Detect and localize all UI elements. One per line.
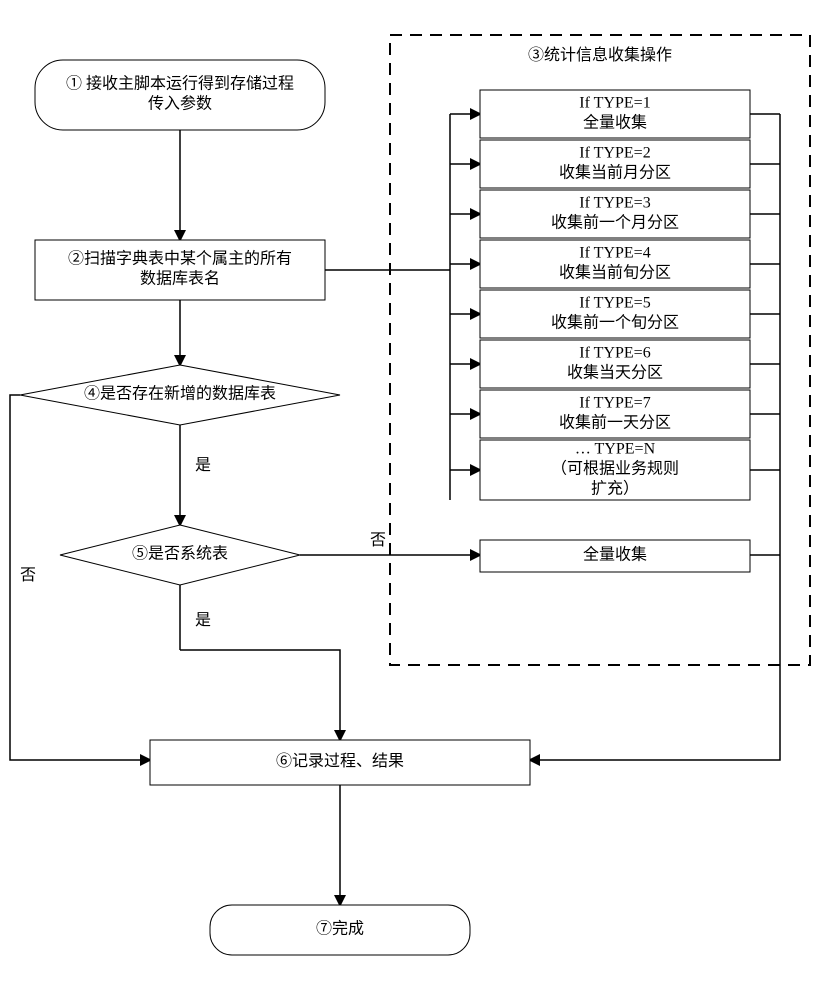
svg-text:收集前一个月分区: 收集前一个月分区 (551, 214, 679, 232)
node-type1: If TYPE=1 全量收集 (480, 90, 750, 138)
flowchart-canvas: ③统计信息收集操作是是否否① 接收主脚本运行得到存储过程传入参数②扫描字典表中某… (0, 0, 821, 1000)
svg-text:⑦完成: ⑦完成 (316, 920, 364, 938)
node-n6: ⑥记录过程、结果 (150, 740, 530, 785)
svg-text:… TYPE=N: … TYPE=N (575, 441, 656, 458)
svg-text:扩充）: 扩充） (591, 480, 639, 498)
svg-text:收集前一天分区: 收集前一天分区 (559, 414, 671, 432)
group-title: ③统计信息收集操作 (528, 46, 672, 64)
edge-label-e_n4_no: 否 (20, 567, 36, 584)
node-typeN: … TYPE=N （可根据业务规则扩充） (480, 440, 750, 500)
svg-text:传入参数: 传入参数 (148, 95, 212, 113)
node-type3: If TYPE=3 收集前一个月分区 (480, 190, 750, 238)
svg-text:If TYPE=6: If TYPE=6 (579, 345, 650, 362)
svg-text:数据库表名: 数据库表名 (140, 270, 220, 288)
node-type6: If TYPE=6 收集当天分区 (480, 340, 750, 388)
svg-text:②扫描字典表中某个属主的所有: ②扫描字典表中某个属主的所有 (68, 250, 292, 268)
svg-text:全量收集: 全量收集 (583, 546, 647, 564)
edge-e_n5_n6b (180, 650, 340, 740)
edge-e_bus_to_n6 (530, 630, 780, 760)
node-n5: ⑤是否系统表 (60, 525, 300, 585)
svg-text:If TYPE=5: If TYPE=5 (579, 295, 650, 312)
node-type2: If TYPE=2 收集当前月分区 (480, 140, 750, 188)
svg-text:If TYPE=4: If TYPE=4 (579, 245, 650, 262)
svg-text:收集当前旬分区: 收集当前旬分区 (559, 264, 671, 282)
svg-text:（可根据业务规则: （可根据业务规则 (551, 460, 679, 478)
svg-text:① 接收主脚本运行得到存储过程: ① 接收主脚本运行得到存储过程 (66, 75, 294, 93)
node-type4: If TYPE=4 收集当前旬分区 (480, 240, 750, 288)
svg-text:收集前一个旬分区: 收集前一个旬分区 (551, 314, 679, 332)
svg-text:收集当天分区: 收集当天分区 (567, 364, 663, 382)
svg-text:If TYPE=3: If TYPE=3 (579, 195, 650, 212)
svg-text:If TYPE=1: If TYPE=1 (579, 95, 650, 112)
node-n7: ⑦完成 (210, 905, 470, 955)
svg-text:⑤是否系统表: ⑤是否系统表 (132, 545, 228, 563)
node-n1: ① 接收主脚本运行得到存储过程传入参数 (35, 60, 325, 130)
node-n4: ④是否存在新增的数据库表 (20, 365, 340, 425)
node-full: 全量收集 (480, 540, 750, 572)
edge-label-e_n4_n5: 是 (195, 457, 211, 474)
svg-text:收集当前月分区: 收集当前月分区 (559, 164, 671, 182)
svg-text:If TYPE=7: If TYPE=7 (579, 395, 650, 412)
node-type5: If TYPE=5 收集前一个旬分区 (480, 290, 750, 338)
svg-text:全量收集: 全量收集 (583, 114, 647, 132)
svg-text:④是否存在新增的数据库表: ④是否存在新增的数据库表 (84, 385, 276, 403)
node-n2: ②扫描字典表中某个属主的所有数据库表名 (35, 240, 325, 300)
edge-label-e_n5_n6: 是 (195, 612, 211, 629)
node-type7: If TYPE=7 收集前一天分区 (480, 390, 750, 438)
svg-text:⑥记录过程、结果: ⑥记录过程、结果 (276, 752, 404, 770)
edge-label-e_n5_no_full: 否 (370, 532, 386, 549)
svg-text:If TYPE=2: If TYPE=2 (579, 145, 650, 162)
